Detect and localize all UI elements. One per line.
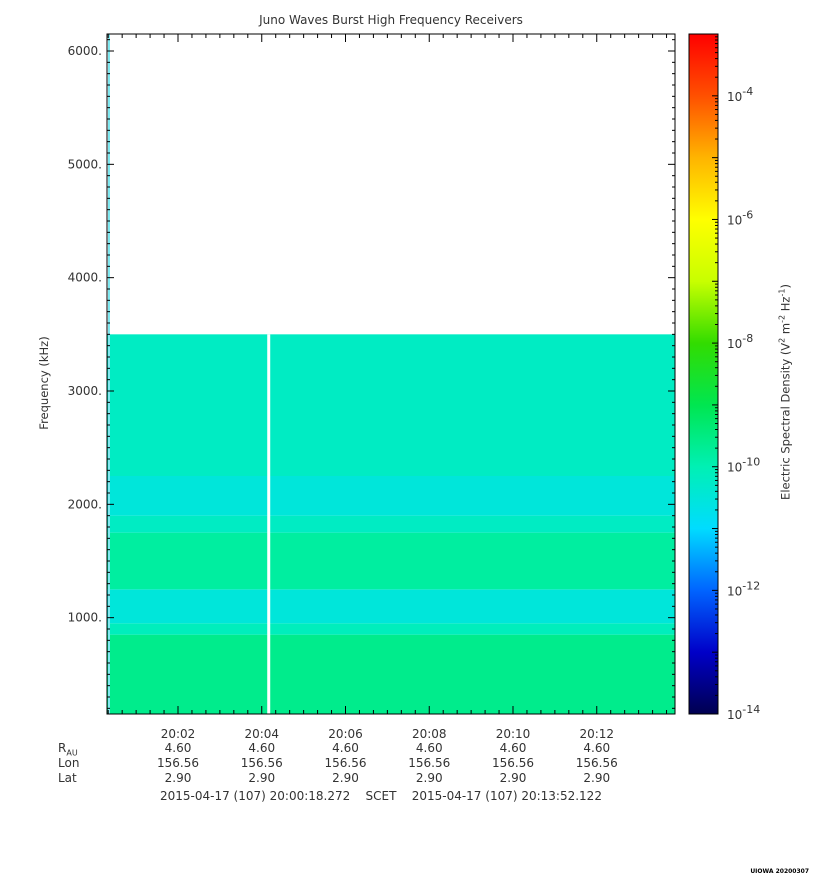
scet-start: 2015-04-17 (107) 20:00:18.272 <box>160 789 351 803</box>
y-tick-label: 2000. <box>68 497 102 511</box>
x-tick-label: 20:12 <box>579 727 614 741</box>
y-axis-label: Frequency (kHz) <box>37 336 51 430</box>
y-tick-label: 5000. <box>68 157 102 171</box>
y-tick-label: 3000. <box>68 384 102 398</box>
heatmap-band-2 <box>107 589 675 624</box>
ephemeris-value: 4.60 <box>248 741 276 755</box>
x-tick-label: 20:10 <box>496 727 531 741</box>
ephemeris-row: Lat 2.90 2.90 2.90 2.90 2.90 2.90 <box>0 771 680 786</box>
x-axis: 20:02 20:04 20:06 20:08 20:10 20:12 <box>107 34 668 741</box>
ephemeris-value: 4.60 <box>583 741 611 755</box>
colorbar-label: Electric Spectral Density (V2 m-2 Hz-1) <box>777 284 793 500</box>
colorbar-tick-label: 10-12 <box>727 579 760 598</box>
ephemeris-row-name: Lon <box>58 756 80 770</box>
ephemeris-value: 2.90 <box>415 771 443 785</box>
heatmap-band-3 <box>107 532 675 590</box>
heatmap-layer <box>107 34 675 714</box>
colorbar-tick-label: 10-6 <box>727 208 753 227</box>
plot-frame <box>106 33 676 715</box>
data-start-sliver <box>108 34 110 714</box>
colorbar-tick-label: 10-14 <box>727 703 760 722</box>
ephemeris-value: 156.56 <box>324 756 367 770</box>
scet-row: 2015-04-17 (107) 20:00:18.272 SCET 2015-… <box>160 789 602 803</box>
colorbar-tick-label: 10-4 <box>727 85 753 104</box>
y-tick-label: 4000. <box>68 271 102 285</box>
ephemeris-value: 2.90 <box>248 771 276 785</box>
ephemeris-value: 156.56 <box>491 756 534 770</box>
heatmap-band-6 <box>107 334 675 476</box>
version-stamp: UIOWA 20200307 <box>750 868 809 875</box>
ephemeris-value: 4.60 <box>332 741 359 755</box>
ephemeris-value: 2.90 <box>583 771 611 785</box>
ephemeris-row-subscript: AU <box>66 748 78 758</box>
ephemeris-value: 2.90 <box>164 771 192 785</box>
ephemeris-value: 2.90 <box>499 771 527 785</box>
ephemeris-value: 2.90 <box>332 771 359 785</box>
heatmap-band-4 <box>107 515 675 533</box>
x-tick-label: 20:02 <box>161 727 196 741</box>
ephemeris-value: 156.56 <box>240 756 283 770</box>
ephemeris-value: 156.56 <box>156 756 199 770</box>
y-axis: 1000. 2000. 3000. 4000. 5000. 6000. <box>68 39 675 709</box>
ephemeris-row-name: RAU <box>58 741 78 758</box>
heatmap-band-1 <box>107 623 675 635</box>
y-tick-label: 1000. <box>68 611 102 625</box>
y-tick-label: 6000. <box>68 44 102 58</box>
ephemeris-value: 4.60 <box>415 741 443 755</box>
ephemeris-value: 4.60 <box>499 741 527 755</box>
colorbar-tick-label: 10-10 <box>727 456 760 475</box>
ephemeris-row: Lon 156.56 156.56 156.56 156.56 156.56 156.56 <box>0 756 680 771</box>
scet-label: SCET <box>365 789 397 803</box>
colorbar-gradient <box>688 33 719 715</box>
ephemeris-value: 156.56 <box>408 756 451 770</box>
colorbar-tick-label: 10-8 <box>727 332 753 351</box>
data-gap-line <box>267 334 271 714</box>
ephemeris-value: 156.56 <box>575 756 618 770</box>
heatmap-band-0 <box>107 634 675 714</box>
ephemeris-row-name: Lat <box>58 771 77 785</box>
heatmap-band-5 <box>107 476 675 516</box>
scet-end: 2015-04-17 (107) 20:13:52.122 <box>411 789 602 803</box>
ephemeris-value: 4.60 <box>164 741 192 755</box>
x-tick-label: 20:06 <box>328 727 363 741</box>
x-tick-label: 20:08 <box>412 727 447 741</box>
ephemeris-row: RAU 4.60 4.60 4.60 4.60 4.60 4.60 <box>0 741 680 758</box>
colorbar: 10-4 10-6 10-8 10-10 10-12 10-14 <box>688 33 760 722</box>
chart-title: Juno Waves Burst High Frequency Receiver… <box>259 13 523 27</box>
x-tick-label: 20:04 <box>244 727 279 741</box>
